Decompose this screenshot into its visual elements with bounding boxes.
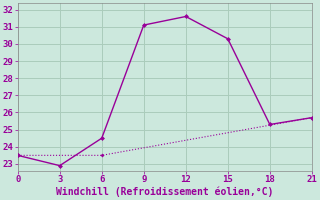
X-axis label: Windchill (Refroidissement éolien,°C): Windchill (Refroidissement éolien,°C) [56, 187, 274, 197]
